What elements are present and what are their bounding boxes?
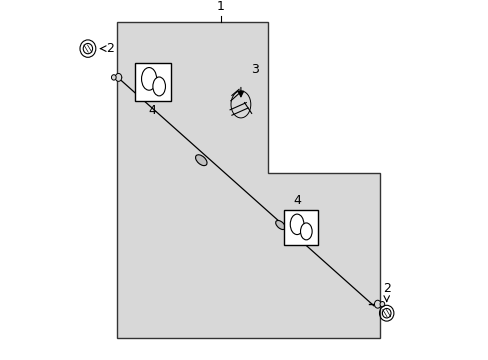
Ellipse shape — [195, 155, 206, 166]
Bar — [134, 63, 170, 101]
Ellipse shape — [300, 223, 311, 240]
Polygon shape — [117, 22, 379, 338]
Text: 2: 2 — [106, 42, 114, 55]
Text: 3: 3 — [251, 63, 259, 76]
Ellipse shape — [153, 77, 165, 96]
Text: 4: 4 — [148, 104, 156, 117]
Bar — [284, 210, 318, 245]
Text: 4: 4 — [293, 194, 301, 207]
Text: 2: 2 — [382, 282, 390, 295]
Ellipse shape — [111, 75, 116, 80]
Text: 1: 1 — [217, 0, 224, 13]
Ellipse shape — [379, 302, 384, 307]
Ellipse shape — [115, 73, 122, 81]
Ellipse shape — [275, 220, 285, 230]
Ellipse shape — [141, 68, 156, 90]
Ellipse shape — [290, 214, 304, 235]
Ellipse shape — [374, 300, 380, 308]
